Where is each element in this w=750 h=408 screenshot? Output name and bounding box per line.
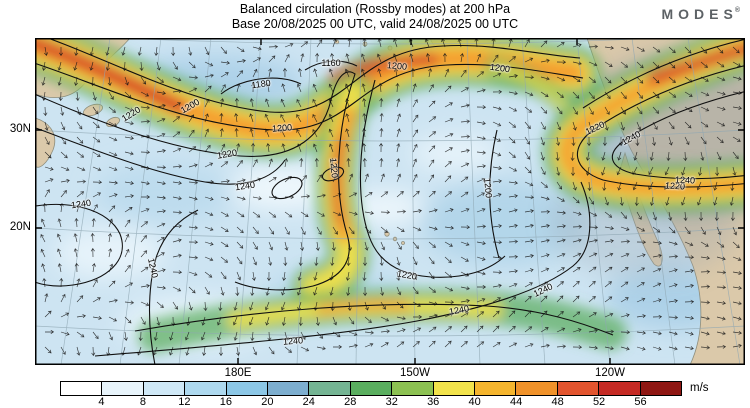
x-axis-label-180e: 180E xyxy=(224,367,252,379)
colorbar-segment xyxy=(392,382,434,395)
colorbar-segment xyxy=(268,382,310,395)
colorbar-tick: 8 xyxy=(139,396,146,408)
modes-logo-text: MODES xyxy=(661,6,738,22)
colorbar-segment xyxy=(143,382,186,395)
graticule-lines xyxy=(35,38,745,365)
colorbar-segment xyxy=(350,382,393,395)
x-axis-label-120w: 120W xyxy=(594,367,626,379)
colorbar-segment xyxy=(557,382,600,395)
chart-title: Balanced circulation (Rossby modes) at 2… xyxy=(239,2,511,16)
colorbar-tick: 36 xyxy=(427,396,440,408)
colorbar xyxy=(60,381,682,396)
colorbar-tick: 28 xyxy=(344,396,357,408)
colorbar-tick: 40 xyxy=(468,396,481,408)
y-axis-label-30n: 30N xyxy=(9,123,31,135)
contour-lines xyxy=(35,38,745,365)
colorbar-tick: 44 xyxy=(510,396,523,408)
axis-tick-marks xyxy=(35,38,745,365)
colorbar-tick: 4 xyxy=(98,396,105,408)
colorbar-segment xyxy=(226,382,269,395)
colorbar-segment xyxy=(102,382,144,395)
chart-header: Balanced circulation (Rossby modes) at 2… xyxy=(0,2,750,32)
map-frame xyxy=(35,38,745,365)
colorbar-tick: 20 xyxy=(261,396,274,408)
colorbar-tick: 48 xyxy=(551,396,564,408)
wind-vector-arrows xyxy=(40,38,743,357)
colorbar-segment xyxy=(516,382,558,395)
colorbar-tick: 56 xyxy=(634,396,647,408)
modes-logo: MODES® xyxy=(661,6,740,22)
colorbar-tick: 24 xyxy=(302,396,315,408)
colorbar-tick: 16 xyxy=(219,396,232,408)
jet-stream-shading xyxy=(35,38,745,353)
colorbar-segment xyxy=(309,382,351,395)
colorbar-segment xyxy=(599,382,641,395)
colorbar-segment xyxy=(185,382,227,395)
colorbar-segment xyxy=(61,382,103,395)
colorbar-segment xyxy=(640,382,682,395)
colorbar-segment xyxy=(475,382,517,395)
colorbar-tick: 12 xyxy=(178,396,191,408)
colorbar-row: 4 8 12 16 20 24 28 32 36 40 44 48 52 56 m/s xyxy=(0,381,750,408)
colorbar-tick: 52 xyxy=(592,396,606,408)
colorbar-tick: 32 xyxy=(385,396,398,408)
map-panel: 1220 1200 1220 1240 1200 1180 1160 1200 1200 1220… xyxy=(35,38,745,365)
colorbar-unit-label: m/s xyxy=(690,382,709,394)
chart-subtitle: Base 20/08/2025 00 UTC, valid 24/08/2025… xyxy=(231,17,519,31)
wind-field-map xyxy=(35,38,745,365)
registered-mark-icon: ® xyxy=(734,7,740,14)
y-axis-label-20n: 20N xyxy=(9,221,31,233)
x-axis-label-150w: 150W xyxy=(399,367,431,379)
colorbar-segment xyxy=(433,382,476,395)
